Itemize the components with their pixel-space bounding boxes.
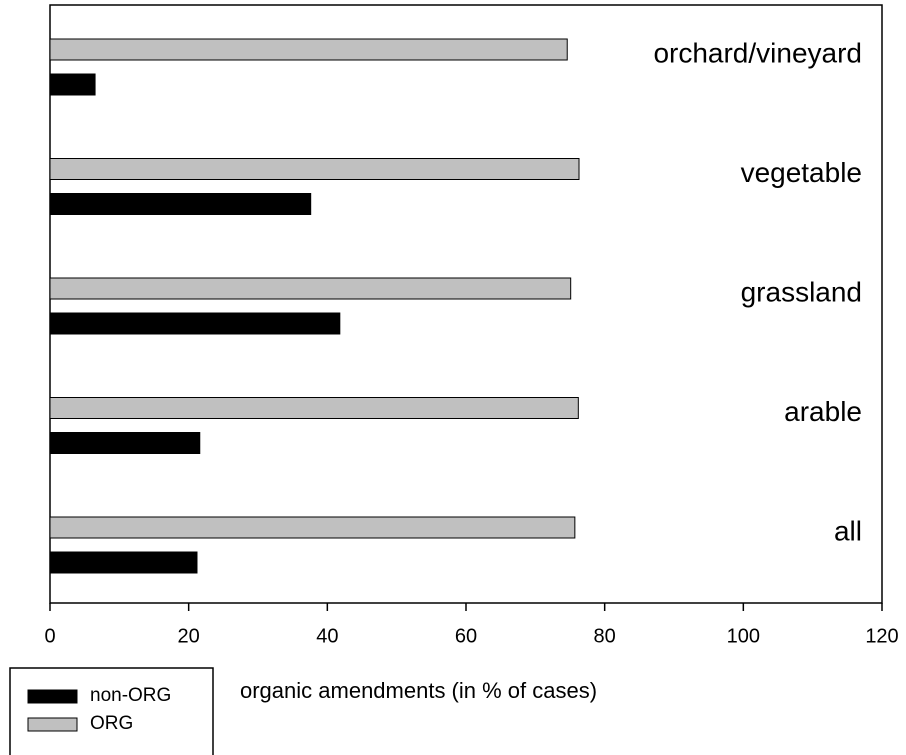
x-tick-label: 80 xyxy=(594,625,616,647)
x-tick-label: 60 xyxy=(455,625,477,647)
bar xyxy=(49,516,576,539)
x-tick-label: 40 xyxy=(316,625,338,647)
bar xyxy=(49,432,201,454)
category-label: grassland xyxy=(741,276,862,307)
legend-swatch xyxy=(27,689,78,704)
bar xyxy=(49,397,579,419)
legend-label: non-ORG xyxy=(90,685,171,706)
x-tick-label: 20 xyxy=(178,625,200,647)
legend-box xyxy=(9,667,214,755)
category-label: all xyxy=(834,515,862,546)
bar xyxy=(49,73,96,96)
bar xyxy=(49,193,312,215)
bar xyxy=(49,312,341,335)
x-tick-label: 100 xyxy=(727,625,760,647)
legend-swatch xyxy=(27,717,78,732)
x-tick-label: 0 xyxy=(44,625,55,647)
x-tick-label: 120 xyxy=(865,625,898,647)
bar xyxy=(49,158,580,180)
category-label: arable xyxy=(784,396,862,427)
bar xyxy=(49,551,198,574)
bar xyxy=(49,277,572,300)
category-label: orchard/vineyard xyxy=(653,37,862,68)
bar xyxy=(49,38,568,61)
category-label: vegetable xyxy=(741,157,862,188)
legend-label: ORG xyxy=(90,713,133,734)
x-axis-label: organic amendments (in % of cases) xyxy=(240,678,597,703)
